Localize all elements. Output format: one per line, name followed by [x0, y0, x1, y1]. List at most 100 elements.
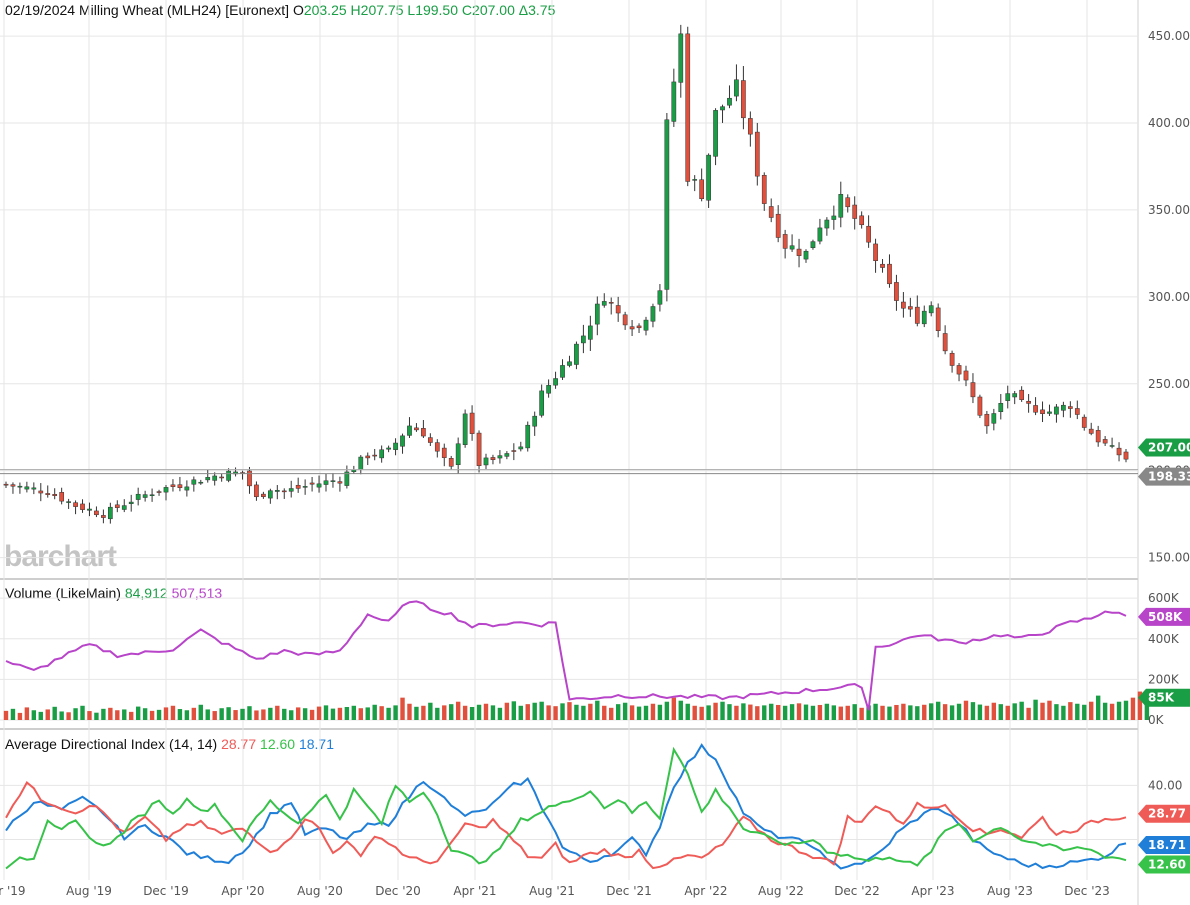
- candle-body: [866, 225, 871, 243]
- plus-di-badge: 28.77: [1138, 804, 1190, 823]
- volume-bar: [838, 706, 843, 720]
- candle-body: [636, 325, 642, 329]
- volume-bar: [282, 708, 287, 720]
- volume-bar: [330, 708, 336, 720]
- volume-bar: [226, 707, 231, 720]
- candle-body: [657, 290, 663, 305]
- candle-body: [38, 490, 44, 494]
- candle-body: [574, 343, 579, 365]
- volume-bar: [1012, 703, 1017, 720]
- volume-bar: [1089, 701, 1094, 720]
- volume-bar: [1137, 691, 1143, 720]
- candle-body: [734, 79, 739, 97]
- candle-body: [754, 131, 760, 177]
- adx-panel-title: Average Directional Index (14, 14) 28.77…: [5, 736, 334, 752]
- adx-badge-text: 18.71: [1148, 838, 1186, 852]
- volume-bar: [796, 703, 802, 720]
- candle-body: [581, 335, 586, 344]
- volume-bar: [1068, 702, 1073, 720]
- high-value: 207.75: [360, 2, 404, 18]
- candle-body: [560, 365, 565, 378]
- volume-bar: [560, 703, 565, 720]
- candle-body: [720, 106, 725, 111]
- candle-body: [372, 454, 378, 457]
- adx-params: (14, 14): [168, 736, 218, 752]
- candle-body: [706, 154, 711, 201]
- candle-body: [949, 352, 955, 366]
- volume-bar: [998, 704, 1003, 720]
- reference-price-badge: 198.33: [1138, 467, 1190, 486]
- candle-body: [441, 447, 447, 458]
- volume-bar: [358, 708, 363, 720]
- volume-bar: [734, 705, 739, 720]
- candle-body: [94, 510, 99, 516]
- candle-body: [525, 424, 531, 449]
- volume-bar: [511, 701, 517, 720]
- candle-body: [678, 33, 684, 83]
- candle-body: [970, 382, 976, 398]
- candle-body: [741, 80, 746, 119]
- candle-body: [629, 326, 635, 330]
- last-price-badge-text: 207.00: [1148, 441, 1190, 455]
- candle-body: [469, 412, 475, 434]
- volume-bar: [887, 706, 892, 720]
- volume-bar: [163, 707, 169, 720]
- candle-body: [1095, 430, 1101, 443]
- adx-badge-shape: [1138, 835, 1190, 854]
- candle-body: [761, 174, 767, 204]
- adx-series-di-line: [5, 780, 1127, 870]
- price-tick-label: 250.00: [1148, 377, 1190, 391]
- volume-bar: [129, 711, 134, 720]
- candle-body: [219, 476, 225, 479]
- volume-bar: [629, 705, 635, 720]
- candle-body: [135, 493, 141, 500]
- candle-body: [121, 505, 127, 510]
- candle-body: [880, 263, 885, 268]
- candle-body: [1054, 406, 1059, 415]
- volume-bar: [956, 703, 962, 720]
- volume-bar: [532, 702, 537, 720]
- candle-body: [24, 486, 30, 490]
- volume-bar: [741, 703, 746, 720]
- candle-body: [170, 484, 176, 487]
- minus-di-badge-text: 12.60: [1148, 858, 1186, 872]
- candle-body: [921, 310, 927, 325]
- candle-body: [998, 403, 1004, 412]
- candle-body: [427, 437, 433, 443]
- volume-bar: [469, 707, 475, 720]
- volume-bar: [1026, 707, 1031, 720]
- volume-bar: [699, 706, 704, 720]
- candle-body: [852, 204, 858, 219]
- quote-symbol[interactable]: Milling Wheat (MLH24) [Euronext]: [78, 2, 290, 18]
- volume-bar: [643, 705, 649, 720]
- candle-body: [52, 494, 58, 496]
- candle-body: [101, 515, 106, 518]
- candle-body: [692, 179, 698, 181]
- last-price-badge-shape: [1138, 438, 1190, 457]
- candle-body: [956, 365, 962, 375]
- volume-bar: [1082, 704, 1087, 720]
- volume-badge-text: 85K: [1148, 691, 1175, 705]
- reference-price-badge-text: 198.33: [1148, 470, 1190, 484]
- volume-bar: [240, 708, 245, 720]
- volume-bar: [379, 706, 384, 720]
- candle-body: [803, 250, 809, 260]
- volume-title: Volume: [5, 585, 52, 601]
- date-tick-label: Aug '20: [297, 884, 343, 898]
- candle-body: [1040, 409, 1045, 414]
- candle-body: [671, 81, 677, 122]
- volume-bar: [929, 703, 934, 720]
- volume-bar: [852, 704, 857, 720]
- volume-bar: [949, 705, 955, 720]
- volume-bar: [122, 709, 127, 720]
- volume-bar: [1095, 695, 1101, 720]
- volume-bar: [581, 705, 586, 720]
- volume-bar: [302, 708, 308, 720]
- minus-di-value: 12.60: [260, 736, 296, 752]
- volume-bar: [859, 707, 864, 720]
- candle-body: [887, 263, 892, 285]
- candle-body: [323, 480, 329, 485]
- volume-bar: [17, 712, 23, 720]
- date-tick-label: Dec '23: [1064, 884, 1110, 898]
